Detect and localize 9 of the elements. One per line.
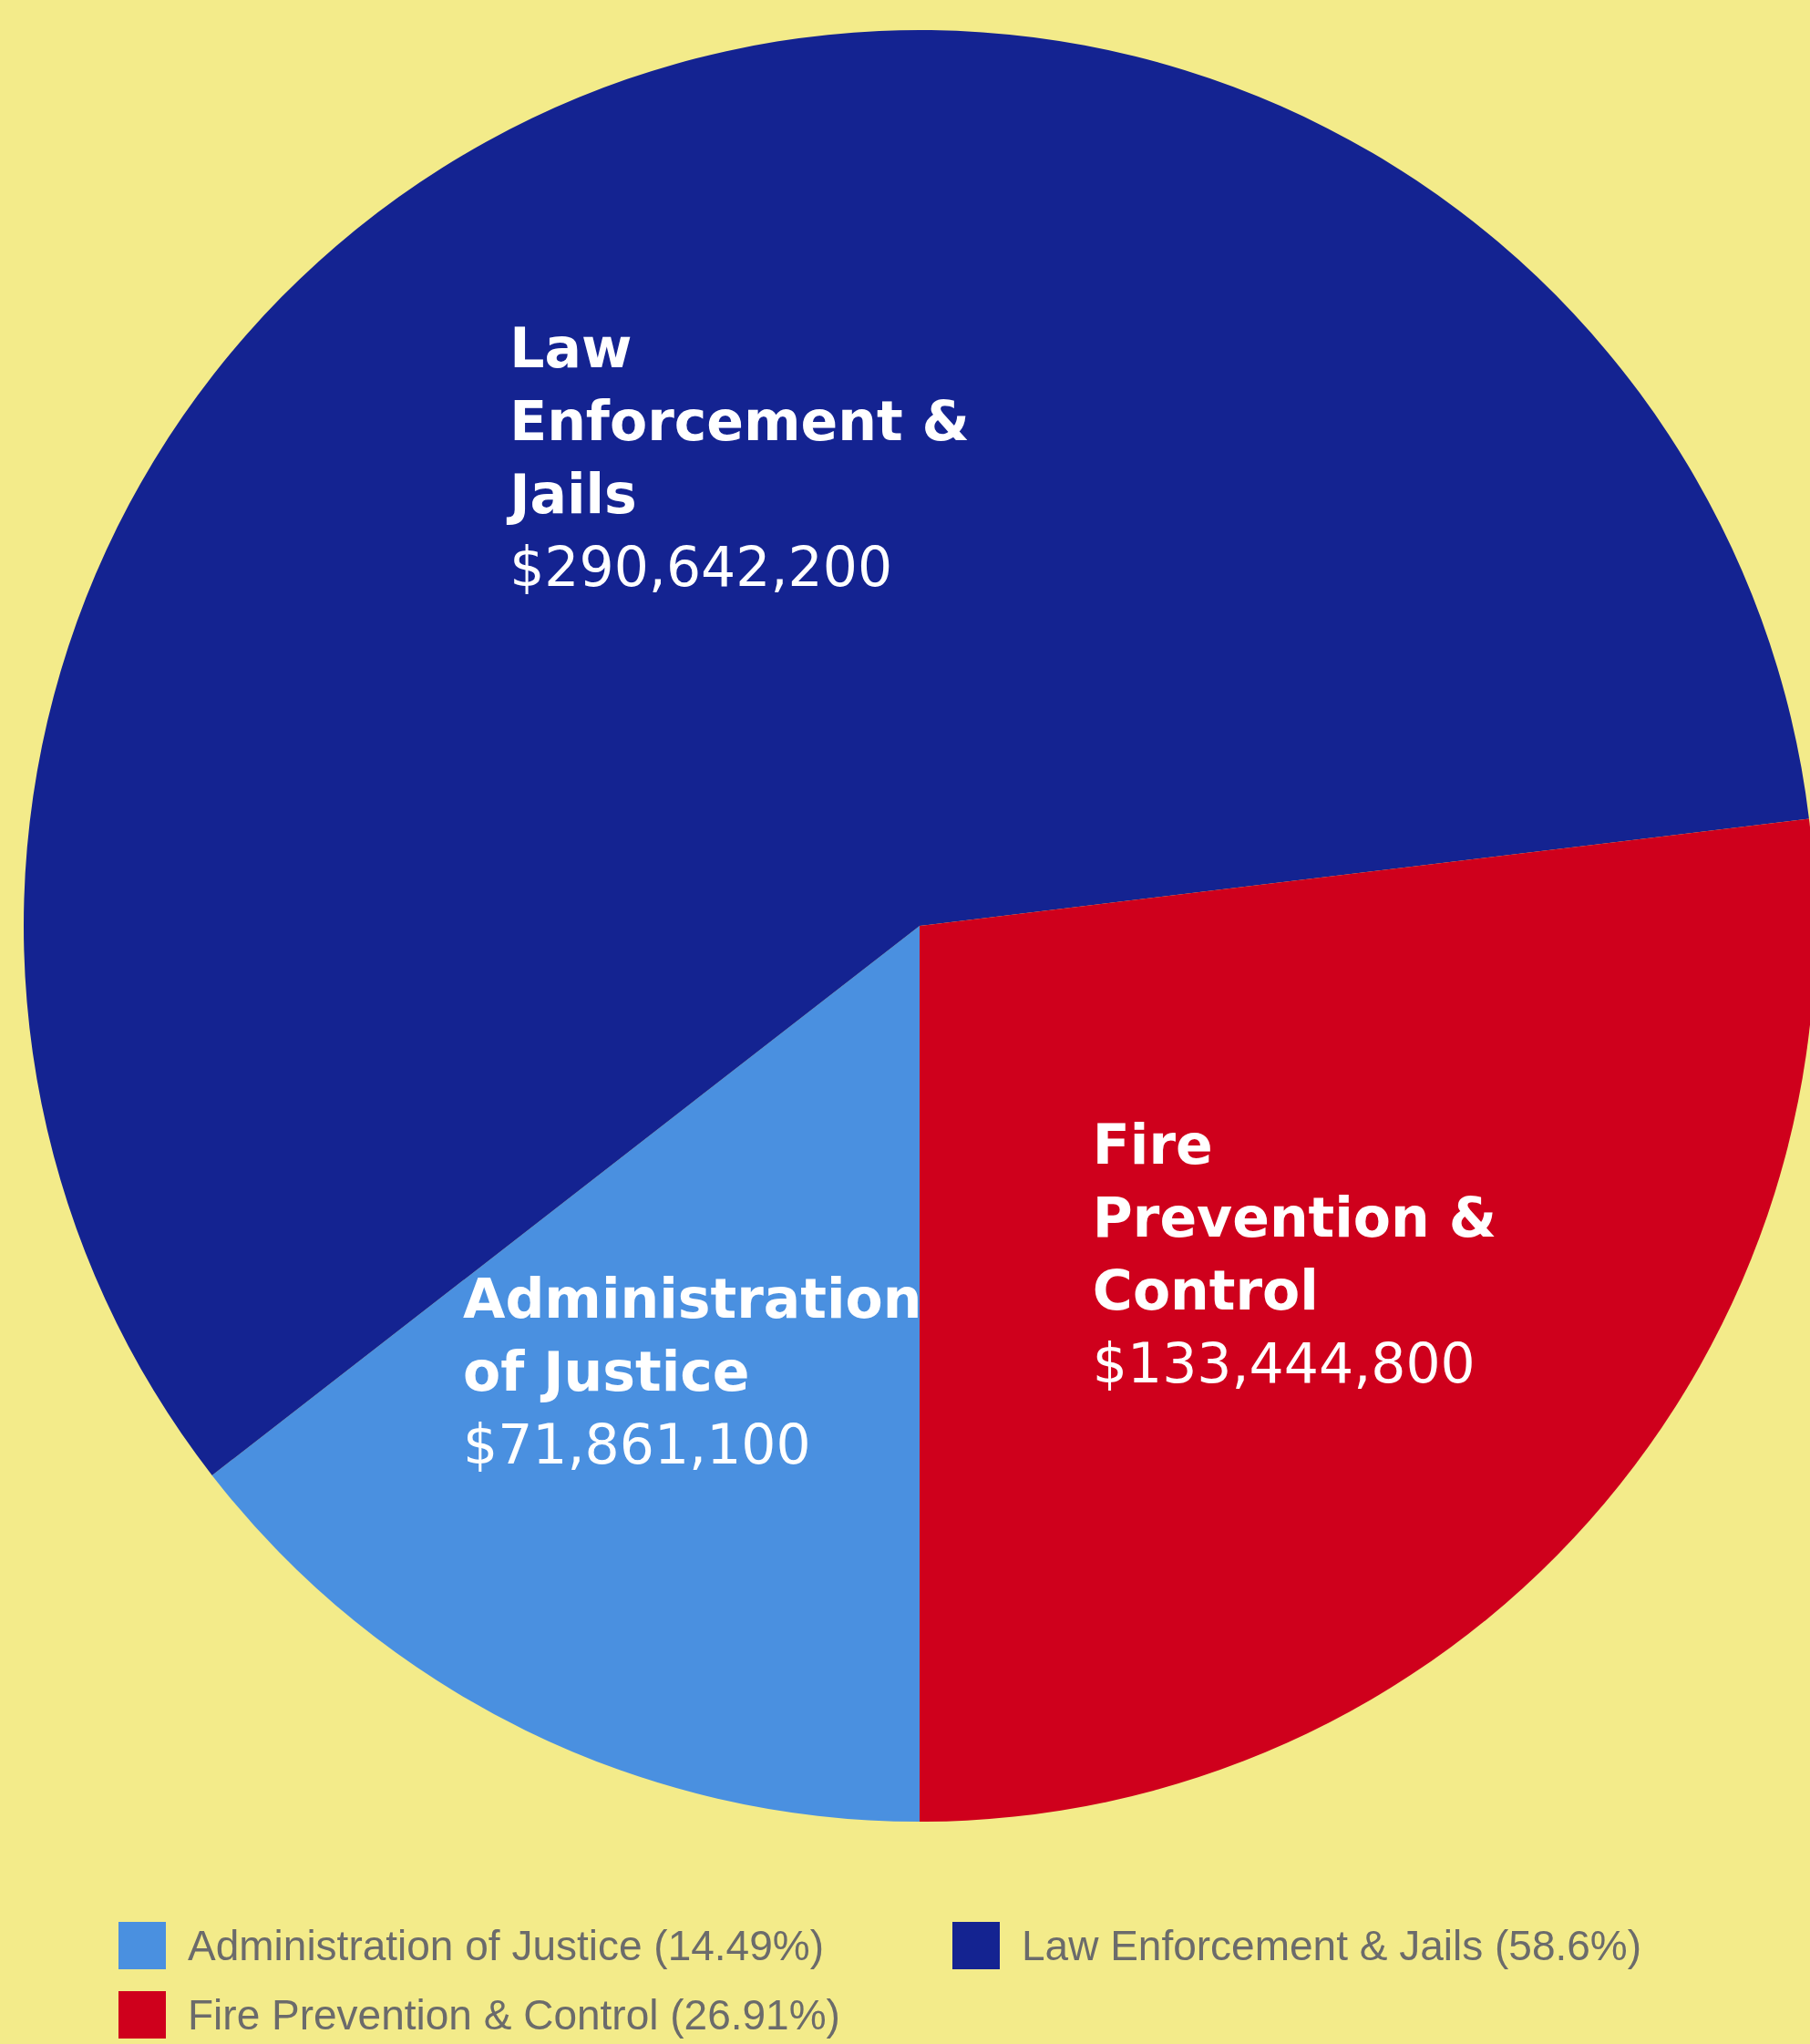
data-label: $290,642,200 [509, 534, 893, 599]
text: Fire Prevention & Control [1092, 1113, 1497, 1323]
text: Administration of Justice [462, 1267, 922, 1404]
legend-label: Administration of Justice (14.49%) [188, 1922, 824, 1969]
data-label: $133,444,800 [1092, 1331, 1476, 1396]
data-label: $71,861,100 [462, 1412, 811, 1477]
legend-label: Law Enforcement & Jails (58.6%) [1022, 1922, 1642, 1969]
text: Law Enforcement & Jails [506, 315, 970, 526]
legend-label: Fire Prevention & Control (26.91%) [188, 1991, 840, 2039]
